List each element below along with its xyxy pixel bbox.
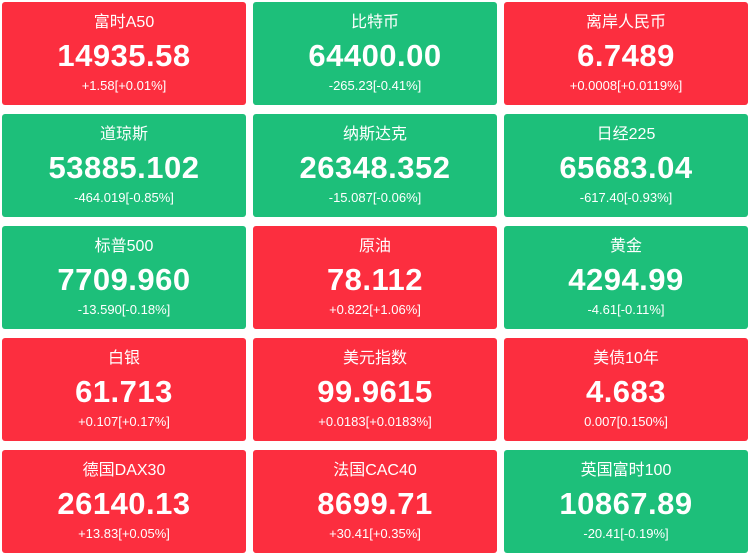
quote-name: 日经225 — [596, 126, 656, 143]
quote-name: 原油 — [358, 238, 391, 255]
quote-price: 26348.352 — [299, 150, 451, 185]
quote-tile[interactable]: 离岸人民币 6.7489 +0.0008[+0.0119%] — [504, 2, 748, 105]
quote-tile[interactable]: 原油 78.112 +0.822[+1.06%] — [253, 226, 497, 329]
quote-change: -617.40[-0.93%] — [579, 190, 673, 205]
quote-name: 纳斯达克 — [342, 126, 407, 143]
quote-price: 61.713 — [75, 374, 173, 409]
quote-price: 7709.960 — [57, 262, 191, 297]
quote-price: 78.112 — [326, 262, 424, 297]
quote-name: 富时A50 — [93, 14, 155, 31]
quote-price: 6.7489 — [577, 38, 675, 73]
quote-tile[interactable]: 美元指数 99.9615 +0.0183[+0.0183%] — [253, 338, 497, 441]
quote-tile[interactable]: 美债10年 4.683 0.007[0.150%] — [504, 338, 748, 441]
quote-change: +30.41[+0.35%] — [329, 526, 421, 541]
quote-price: 4.683 — [585, 374, 667, 409]
quote-change: +0.822[+1.06%] — [329, 302, 421, 317]
quote-tile[interactable]: 法国CAC40 8699.71 +30.41[+0.35%] — [253, 450, 497, 553]
quote-name: 标普500 — [94, 238, 154, 255]
quote-tile[interactable]: 比特币 64400.00 -265.23[-0.41%] — [253, 2, 497, 105]
quote-change: -13.590[-0.18%] — [77, 302, 171, 317]
quote-change: -20.41[-0.19%] — [583, 526, 669, 541]
quote-name: 法国CAC40 — [333, 462, 417, 479]
quote-tile[interactable]: 黄金 4294.99 -4.61[-0.11%] — [504, 226, 748, 329]
quote-tile[interactable]: 道琼斯 53885.102 -464.019[-0.85%] — [2, 114, 246, 217]
quote-change: +0.107[+0.17%] — [78, 414, 170, 429]
quote-tile[interactable]: 白银 61.713 +0.107[+0.17%] — [2, 338, 246, 441]
quote-change: +0.0008[+0.0119%] — [569, 78, 683, 93]
quote-tile[interactable]: 德国DAX30 26140.13 +13.83[+0.05%] — [2, 450, 246, 553]
quote-change: -464.019[-0.85%] — [74, 190, 174, 205]
quote-change: -15.087[-0.06%] — [328, 190, 422, 205]
quote-name: 黄金 — [609, 238, 642, 255]
quote-tile[interactable]: 标普500 7709.960 -13.590[-0.18%] — [2, 226, 246, 329]
quote-price: 4294.99 — [568, 262, 684, 297]
quote-price: 8699.71 — [317, 486, 433, 521]
quote-name: 离岸人民币 — [585, 14, 666, 31]
quote-name: 道琼斯 — [99, 126, 148, 143]
quote-price: 53885.102 — [48, 150, 200, 185]
quote-tile[interactable]: 日经225 65683.04 -617.40[-0.93%] — [504, 114, 748, 217]
quote-name: 比特币 — [350, 14, 399, 31]
quote-tile[interactable]: 纳斯达克 26348.352 -15.087[-0.06%] — [253, 114, 497, 217]
quote-change: -265.23[-0.41%] — [328, 78, 422, 93]
quote-price: 14935.58 — [57, 38, 191, 73]
quote-change: 0.007[0.150%] — [584, 414, 668, 429]
quote-name: 美元指数 — [342, 350, 407, 367]
quote-name: 美债10年 — [593, 350, 659, 367]
quote-change: +13.83[+0.05%] — [78, 526, 170, 541]
quote-name: 德国DAX30 — [82, 462, 166, 479]
quote-change: +0.0183[+0.0183%] — [318, 414, 432, 429]
quote-tile[interactable]: 英国富时100 10867.89 -20.41[-0.19%] — [504, 450, 748, 553]
quote-price: 65683.04 — [559, 150, 693, 185]
quote-price: 26140.13 — [57, 486, 191, 521]
quote-tile[interactable]: 富时A50 14935.58 +1.58[+0.01%] — [2, 2, 246, 105]
quote-name: 白银 — [107, 350, 140, 367]
quote-change: +1.58[+0.01%] — [81, 78, 167, 93]
quote-change: -4.61[-0.11%] — [587, 302, 665, 317]
quote-price: 64400.00 — [308, 38, 442, 73]
quote-name: 英国富时100 — [580, 462, 672, 479]
quote-price: 99.9615 — [317, 374, 433, 409]
quote-price: 10867.89 — [559, 486, 693, 521]
